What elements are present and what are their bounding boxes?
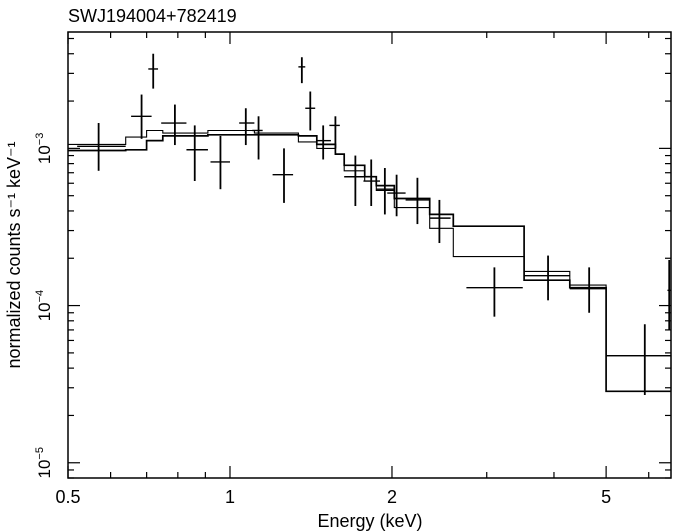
data-point (239, 108, 255, 146)
model-step-line (68, 129, 672, 392)
data-point (148, 53, 159, 89)
data-point (305, 91, 316, 131)
model-step-line (68, 133, 671, 393)
data-point (329, 116, 340, 149)
x-tick-label: 1 (225, 487, 235, 507)
data-point (316, 125, 331, 160)
y-tick-label: 10−4 (34, 290, 54, 321)
x-tick-label: 0.5 (55, 487, 80, 507)
y-tick-label: 10−3 (34, 133, 54, 164)
y-tick-exponent: −4 (34, 290, 46, 303)
y-axis-label: normalized counts s⁻¹ keV⁻¹ (4, 141, 24, 368)
chart-title: SWJ194004+782419 (68, 6, 237, 26)
data-point (363, 159, 380, 206)
data-point (524, 255, 570, 301)
y-tick-exponent: −3 (34, 133, 46, 146)
plot-frame (67, 31, 672, 479)
tick-labels: 0.5 1 2 510−510−410−3 (34, 133, 611, 507)
data-point (405, 177, 430, 225)
data-point (606, 324, 671, 395)
data-point (210, 135, 230, 190)
y-tick-base: 10 (35, 145, 54, 164)
y-tick-base: 10 (35, 302, 54, 321)
data-point (387, 174, 406, 217)
data-point (667, 259, 671, 330)
y-tick-base: 10 (35, 460, 54, 479)
data-point (298, 57, 306, 84)
data-point (161, 104, 187, 146)
x-axis-label: Energy (keV) (317, 511, 422, 531)
data-point (131, 94, 152, 139)
model-steps (68, 129, 672, 393)
x-tick-label: 5 (601, 487, 611, 507)
data-point (252, 116, 263, 160)
data-point (376, 168, 395, 215)
y-tick-label: 10−5 (34, 447, 54, 478)
data-point (429, 199, 451, 244)
data-point (77, 123, 126, 171)
data-point (344, 155, 365, 206)
data-crosses (77, 53, 671, 395)
axis-ticks (67, 32, 671, 479)
data-point (186, 125, 208, 182)
y-tick-exponent: −5 (34, 447, 46, 460)
data-point (569, 267, 607, 313)
x-tick-label: 2 (387, 487, 397, 507)
data-point (272, 148, 294, 203)
data-point (466, 267, 523, 317)
